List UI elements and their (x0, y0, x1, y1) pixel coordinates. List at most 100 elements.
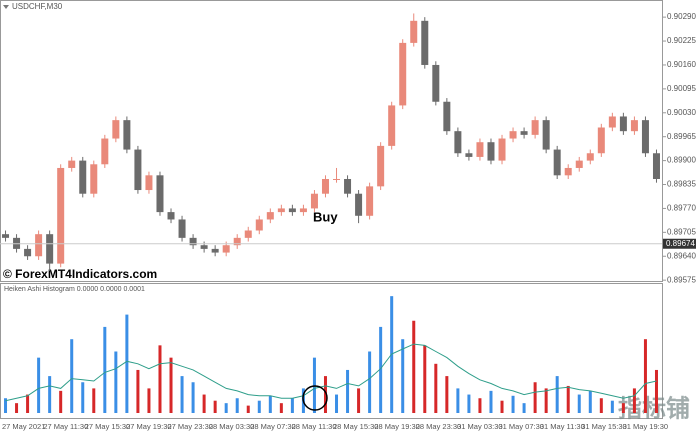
histogram-bar (621, 403, 625, 413)
histogram-bar (577, 394, 581, 413)
price-panel-frame (0, 0, 663, 282)
histogram-bar (202, 394, 206, 413)
histogram-bar (125, 314, 129, 413)
watermark: 指标铺 (618, 395, 690, 422)
candle-body (377, 145, 385, 187)
candle-body (178, 219, 186, 238)
candle-body (608, 116, 616, 128)
candle-body (2, 234, 10, 238)
candle-body (222, 245, 230, 253)
candle-body (432, 64, 440, 102)
candle-body (619, 116, 627, 132)
histogram-bar (15, 403, 19, 413)
candle-body (597, 127, 605, 154)
y-tick-label: 0.89965 (667, 132, 696, 141)
candle-body (57, 167, 65, 264)
x-tick-label: 27 May 15:30 (85, 422, 130, 431)
x-tick-label: 31 May 07:30 (499, 422, 544, 431)
y-tick-label: 0.90160 (667, 60, 696, 69)
histogram-bar (191, 382, 195, 413)
candle-body (79, 160, 87, 194)
histogram-bar (136, 369, 140, 413)
histogram-bar (401, 339, 405, 413)
histogram-bar (445, 376, 449, 413)
histogram-bar (368, 351, 372, 413)
histogram-bar (48, 376, 52, 413)
candle-body (299, 208, 307, 213)
candle-body (476, 142, 484, 157)
y-tick-label: 0.89835 (667, 180, 696, 189)
candle-body (553, 149, 561, 176)
candle-body (564, 167, 572, 176)
histogram-bar (246, 405, 250, 413)
x-tick-label: 28 May 23:30 (416, 422, 461, 431)
histogram-bar (610, 400, 614, 413)
current-price-box (663, 238, 696, 249)
x-tick-label: 27 May 19:30 (126, 422, 171, 431)
histogram-bar (147, 388, 151, 413)
histogram-bar (533, 382, 537, 413)
histogram-bar (169, 357, 173, 413)
histogram-bar (632, 388, 636, 413)
y-tick-label: 0.89705 (667, 227, 696, 236)
candle-body (465, 153, 473, 157)
candle-body (586, 153, 594, 161)
menu-arrow[interactable] (3, 5, 9, 9)
histogram-bar (213, 400, 217, 413)
current-price-label: 0.89674 (666, 239, 695, 248)
histogram-bar (522, 403, 526, 413)
histogram-bar (643, 339, 647, 413)
candle-body (366, 186, 374, 216)
candle-body (321, 178, 329, 194)
histogram-bar (346, 369, 350, 413)
candle-body (421, 20, 429, 65)
indicator-panel-frame (0, 283, 663, 419)
histogram-bar (478, 398, 482, 413)
x-tick-label: 28 May 11:30 (292, 422, 337, 431)
candle-body (189, 237, 197, 246)
histogram-bar (511, 395, 515, 413)
buy-annotation: Buy (313, 209, 338, 224)
candle-body (288, 208, 296, 213)
candle-body (310, 193, 318, 209)
candle-body (531, 120, 539, 135)
histogram-bar (544, 388, 548, 413)
candle-body (266, 212, 274, 220)
candle-body (101, 138, 109, 165)
histogram-bar (26, 394, 30, 413)
y-tick-label: 0.89770 (667, 204, 696, 213)
x-tick-label: 31 May 19:30 (623, 422, 668, 431)
x-tick-label: 28 May 19:30 (374, 422, 419, 431)
candle-body (211, 248, 219, 253)
x-tick-label: 31 May 11:30 (540, 422, 585, 431)
candle-body (498, 138, 506, 161)
histogram-bar (456, 388, 460, 413)
signal-line (5, 343, 657, 402)
histogram-bar (114, 351, 118, 413)
candle-body (630, 120, 638, 132)
candle-body (46, 234, 54, 264)
histogram-bar (81, 382, 85, 413)
histogram-bar (467, 394, 471, 413)
candle-body (134, 149, 142, 191)
x-tick-label: 31 May 03:30 (457, 422, 502, 431)
histogram-bar (257, 400, 261, 413)
candle-body (244, 230, 252, 238)
histogram-bar (180, 376, 184, 413)
x-tick-label: 28 May 03:30 (209, 422, 254, 431)
candle-body (509, 131, 517, 139)
histogram-bar (588, 390, 592, 413)
candle-body (35, 234, 43, 257)
y-tick-label: 0.89640 (667, 251, 696, 260)
y-tick-label: 0.90225 (667, 36, 696, 45)
x-tick-label: 28 May 07:30 (250, 422, 295, 431)
candle-body (200, 245, 208, 249)
candle-body (156, 175, 164, 213)
histogram-bar (423, 345, 427, 413)
histogram-bar (224, 403, 228, 413)
copyright: © ForexMT4Indicators.com (3, 267, 157, 281)
y-tick-label: 0.89575 (667, 275, 696, 284)
histogram-bar (654, 369, 658, 413)
candle-body (388, 105, 396, 146)
